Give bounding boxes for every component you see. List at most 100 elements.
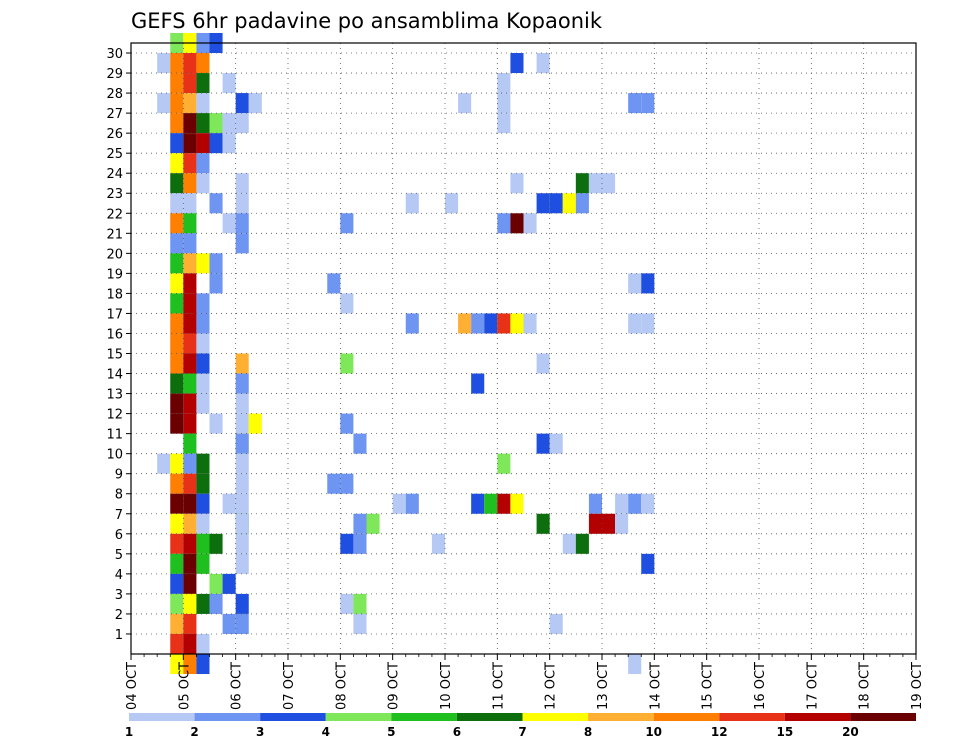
heatmap-cell bbox=[183, 193, 197, 214]
y-tick-label: 28 bbox=[106, 87, 123, 102]
heatmap-cell bbox=[183, 153, 197, 174]
heatmap-cell bbox=[340, 353, 354, 374]
heatmap-cell bbox=[628, 493, 642, 514]
x-tick-label: 06 OCT bbox=[230, 662, 245, 710]
x-tick-label: 07 OCT bbox=[282, 662, 297, 710]
y-tick-label: 20 bbox=[106, 247, 123, 262]
heatmap-cell bbox=[235, 453, 249, 474]
heatmap-cell bbox=[471, 373, 485, 394]
heatmap-cell bbox=[431, 533, 445, 554]
heatmap-cell bbox=[170, 513, 184, 534]
heatmap-cell bbox=[196, 393, 210, 414]
heatmap-cell bbox=[170, 253, 184, 274]
heatmap-cell bbox=[196, 313, 210, 334]
heatmap-cell bbox=[497, 93, 511, 114]
x-tick-label: 17 OCT bbox=[805, 662, 820, 710]
heatmap-cell bbox=[196, 373, 210, 394]
y-tick-label: 14 bbox=[106, 368, 123, 383]
heatmap-cell bbox=[157, 53, 171, 74]
heatmap-cell bbox=[183, 133, 197, 154]
heatmap-cell bbox=[183, 433, 197, 454]
x-tick-label: 08 OCT bbox=[334, 662, 349, 710]
heatmap-cell bbox=[235, 553, 249, 574]
heatmap-cell bbox=[183, 453, 197, 474]
heatmap-cell bbox=[471, 493, 485, 514]
heatmap-cell bbox=[641, 313, 655, 334]
heatmap-cell bbox=[353, 513, 367, 534]
heatmap-cell bbox=[170, 573, 184, 594]
legend-swatch bbox=[260, 713, 326, 721]
heatmap-cell bbox=[196, 533, 210, 554]
heatmap-cell bbox=[196, 93, 210, 114]
heatmap-cell bbox=[170, 153, 184, 174]
y-tick-label: 13 bbox=[106, 388, 123, 403]
heatmap-cell bbox=[471, 313, 485, 334]
heatmap-cell bbox=[170, 633, 184, 654]
heatmap-cell bbox=[628, 313, 642, 334]
heatmap-cell bbox=[327, 473, 341, 494]
heatmap-cell bbox=[222, 493, 236, 514]
x-tick-label: 18 OCT bbox=[858, 662, 873, 710]
heatmap-cell bbox=[235, 393, 249, 414]
heatmap-cell bbox=[170, 133, 184, 154]
heatmap-cell bbox=[222, 133, 236, 154]
heatmap-cell bbox=[602, 173, 616, 194]
y-tick-label: 9 bbox=[115, 468, 123, 483]
heatmap-cell bbox=[183, 633, 197, 654]
legend-swatch bbox=[129, 713, 195, 721]
heatmap-cell bbox=[183, 73, 197, 94]
heatmap-cell bbox=[235, 513, 249, 534]
heatmap-cell bbox=[209, 413, 223, 434]
heatmap-cell bbox=[497, 453, 511, 474]
y-tick-label: 27 bbox=[106, 107, 123, 122]
y-tick-label: 4 bbox=[115, 568, 123, 583]
x-tick-label: 11 OCT bbox=[491, 662, 506, 710]
heatmap-cell bbox=[183, 573, 197, 594]
heatmap-cell bbox=[170, 73, 184, 94]
heatmap-cell bbox=[209, 253, 223, 274]
x-tick-label: 04 OCT bbox=[125, 662, 140, 710]
heatmap-cell bbox=[209, 113, 223, 134]
x-tick-label: 05 OCT bbox=[177, 662, 192, 710]
heatmap-cell bbox=[183, 213, 197, 234]
heatmap-cell bbox=[196, 513, 210, 534]
x-axis-ticks: 04 OCT 05 OCT 06 OCT 07 OCT 08 OCT 09 OCT 10 O… bbox=[125, 654, 925, 710]
x-tick-label: 12 OCT bbox=[544, 662, 559, 710]
legend-label: 1 bbox=[125, 725, 133, 739]
heatmap-cell bbox=[235, 113, 249, 134]
heatmap-cells bbox=[157, 32, 655, 675]
heatmap-cell bbox=[536, 53, 550, 74]
heatmap-cell bbox=[536, 193, 550, 214]
heatmap-cell bbox=[170, 453, 184, 474]
x-tick-label: 09 OCT bbox=[387, 662, 402, 710]
y-tick-label: 19 bbox=[106, 267, 123, 282]
y-tick-label: 25 bbox=[106, 147, 123, 162]
heatmap-cell bbox=[628, 93, 642, 114]
x-tick-label: 14 OCT bbox=[648, 662, 663, 710]
x-tick-label: 19 OCT bbox=[910, 662, 925, 710]
heatmap-cell bbox=[575, 193, 589, 214]
legend-label: 5 bbox=[387, 725, 395, 739]
legend-label: 3 bbox=[256, 725, 264, 739]
heatmap-cell bbox=[484, 493, 498, 514]
heatmap-cell bbox=[170, 373, 184, 394]
heatmap-cell bbox=[445, 193, 459, 214]
heatmap-cell bbox=[458, 313, 472, 334]
legend-label: 2 bbox=[190, 725, 198, 739]
heatmap-cell bbox=[235, 473, 249, 494]
y-tick-label: 26 bbox=[106, 127, 123, 142]
heatmap-cell bbox=[588, 173, 602, 194]
heatmap-cell bbox=[157, 93, 171, 114]
heatmap-cell bbox=[183, 513, 197, 534]
heatmap-cell bbox=[196, 253, 210, 274]
heatmap-cell bbox=[405, 193, 419, 214]
heatmap-cell bbox=[170, 193, 184, 214]
heatmap-cell bbox=[170, 333, 184, 354]
y-tick-label: 8 bbox=[115, 488, 123, 503]
y-axis-ticks: 1234567891011121314151617181920212223242… bbox=[106, 47, 131, 643]
legend-label: 6 bbox=[453, 725, 461, 739]
heatmap-cell bbox=[523, 313, 537, 334]
y-tick-label: 24 bbox=[106, 167, 123, 182]
heatmap-cell bbox=[183, 273, 197, 294]
